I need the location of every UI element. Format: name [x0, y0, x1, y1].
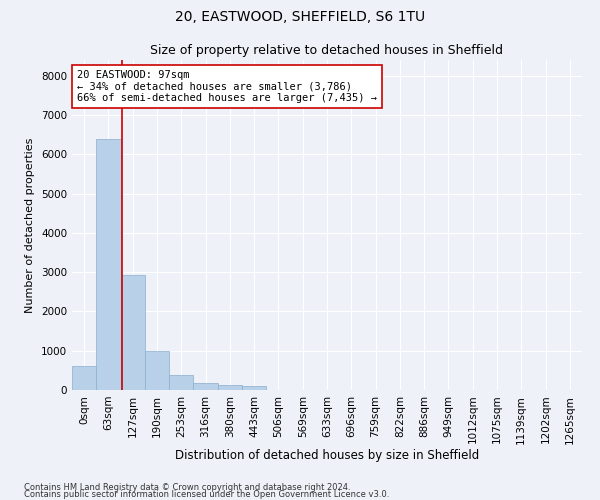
- Bar: [218, 385, 242, 390]
- Bar: [121, 276, 145, 390]
- X-axis label: Distribution of detached houses by size in Sheffield: Distribution of detached houses by size …: [175, 449, 479, 462]
- Text: Contains HM Land Registry data © Crown copyright and database right 2024.: Contains HM Land Registry data © Crown c…: [24, 484, 350, 492]
- Text: Contains public sector information licensed under the Open Government Licence v3: Contains public sector information licen…: [24, 490, 389, 499]
- Bar: [96, 138, 121, 390]
- Text: 20, EASTWOOD, SHEFFIELD, S6 1TU: 20, EASTWOOD, SHEFFIELD, S6 1TU: [175, 10, 425, 24]
- Text: 20 EASTWOOD: 97sqm
← 34% of detached houses are smaller (3,786)
66% of semi-deta: 20 EASTWOOD: 97sqm ← 34% of detached hou…: [77, 70, 377, 103]
- Bar: [145, 350, 169, 390]
- Bar: [242, 386, 266, 390]
- Bar: [72, 366, 96, 390]
- Bar: [193, 383, 218, 390]
- Bar: [169, 375, 193, 390]
- Title: Size of property relative to detached houses in Sheffield: Size of property relative to detached ho…: [151, 44, 503, 58]
- Y-axis label: Number of detached properties: Number of detached properties: [25, 138, 35, 312]
